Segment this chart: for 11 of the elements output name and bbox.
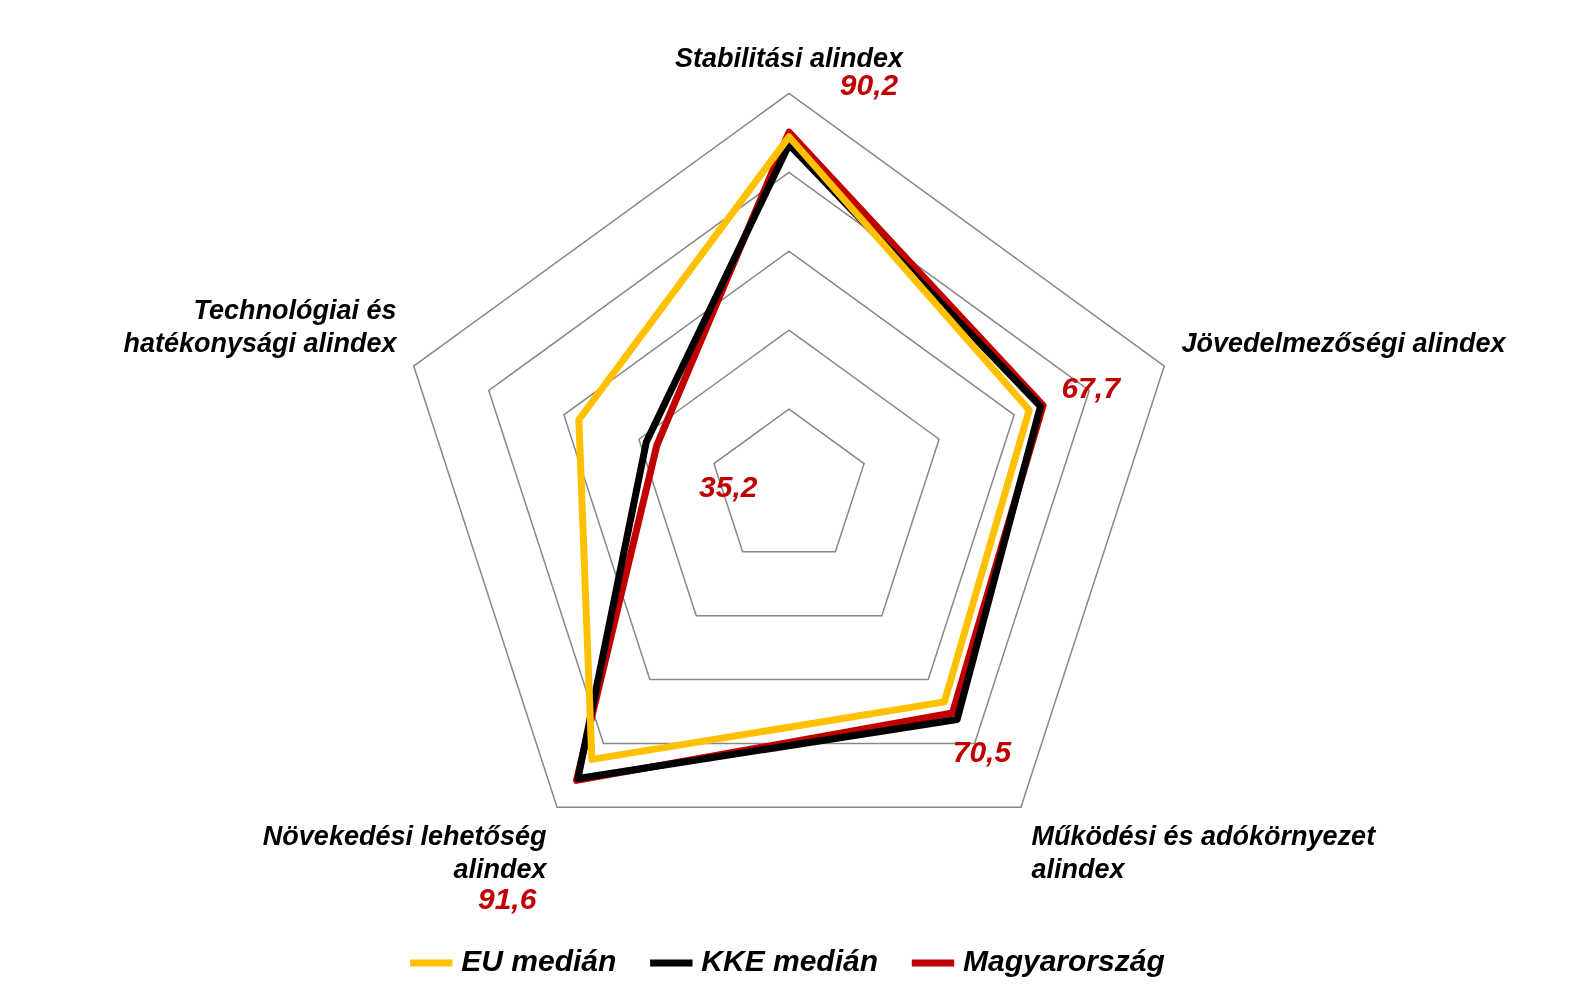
spoke-label: Működési és adókörnyezet alindex [1031, 821, 1377, 884]
spoke-label: Növekedési lehetőség alindex [262, 821, 548, 884]
text: 35,2 [699, 469, 758, 503]
text: 67,7 [1061, 371, 1122, 405]
legend-label: Magyarország [963, 944, 1165, 978]
text: 70,5 [952, 734, 1013, 768]
legend-label: EU medián [461, 944, 617, 978]
text: 91,6 [477, 882, 537, 916]
legend-label: KKE medián [701, 944, 879, 978]
spoke-label: Jövedelmezőségi alindex [1181, 327, 1507, 358]
spoke-label: Technológiai és hatékonysági alindex [123, 295, 398, 358]
